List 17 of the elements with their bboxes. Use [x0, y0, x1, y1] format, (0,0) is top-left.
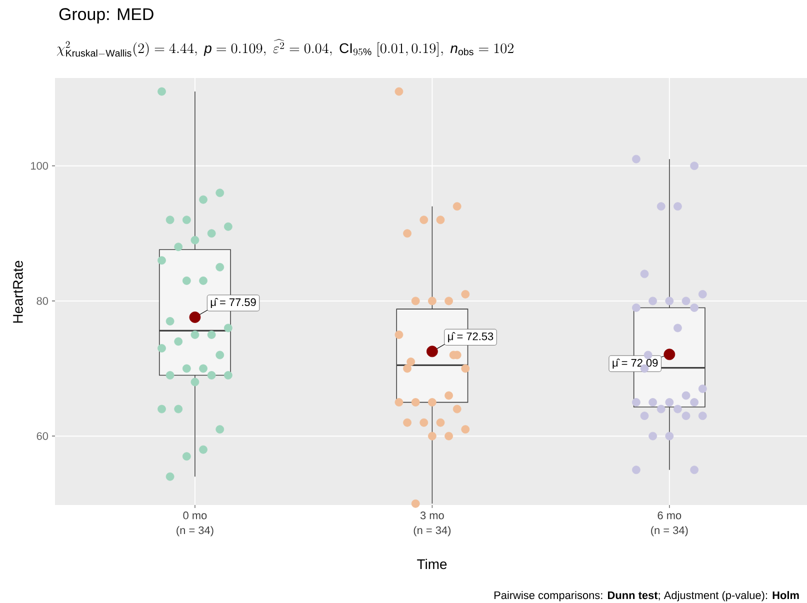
y-axis-title: HeartRate: [13, 260, 23, 323]
y-tick-label: 80: [36, 297, 48, 305]
text: (n = 34): [414, 526, 451, 536]
chart-subtitle: $\chi^{2}_{\mathrm{Kruskal{-}Wallis}}(2) = 4.44,\ \mathit{p} = 0.109,\ \widehat{\varepsilon^{2}} = 0.04,\ \mathrm{CI}_{95\%}\ [0.01, 0.19],\ \mathit{n}_{\mathrm{obs}} = 102$: [56, 39, 514, 57]
x-axis-title: Time: [417, 558, 447, 570]
y-tick-label: 60: [36, 432, 48, 440]
chart-title: Group: MED: [59, 8, 154, 24]
annotation: μ̂ = 72.09: [612, 358, 658, 369]
x-tick-label: 0 mo: [183, 512, 207, 520]
annotation: μ̂ = 77.59: [210, 298, 256, 308]
x-tick-label: 6 mo: [658, 512, 682, 520]
x-tick-label: 3 mo: [420, 512, 444, 520]
text: (n = 34): [651, 526, 688, 536]
text: (n = 34): [176, 526, 214, 536]
annotation: μ̂ = 72.53: [448, 332, 494, 342]
text: Pairwise comparisons: Dunn test; Adjustment (p-value): Holm: [494, 591, 799, 602]
y-tick-label: 100: [31, 162, 48, 170]
